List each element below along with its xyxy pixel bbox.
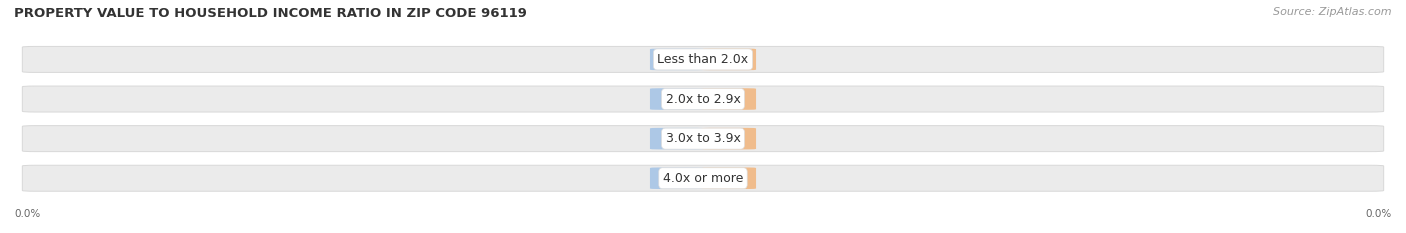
Text: 0.0%: 0.0%	[664, 94, 690, 104]
FancyBboxPatch shape	[650, 49, 704, 70]
Text: 0.0%: 0.0%	[716, 134, 742, 144]
Text: 2.0x to 2.9x: 2.0x to 2.9x	[665, 93, 741, 106]
Text: 0.0%: 0.0%	[716, 173, 742, 183]
Text: PROPERTY VALUE TO HOUSEHOLD INCOME RATIO IN ZIP CODE 96119: PROPERTY VALUE TO HOUSEHOLD INCOME RATIO…	[14, 7, 527, 20]
Text: Less than 2.0x: Less than 2.0x	[658, 53, 748, 66]
Text: 0.0%: 0.0%	[14, 209, 41, 219]
FancyBboxPatch shape	[650, 168, 704, 189]
FancyBboxPatch shape	[22, 126, 1384, 152]
Text: 0.0%: 0.0%	[664, 134, 690, 144]
FancyBboxPatch shape	[650, 88, 704, 110]
Text: 0.0%: 0.0%	[1365, 209, 1392, 219]
Text: 0.0%: 0.0%	[664, 55, 690, 64]
Text: 3.0x to 3.9x: 3.0x to 3.9x	[665, 132, 741, 145]
Text: 0.0%: 0.0%	[716, 55, 742, 64]
Text: 4.0x or more: 4.0x or more	[662, 172, 744, 185]
FancyBboxPatch shape	[22, 46, 1384, 72]
Text: 0.0%: 0.0%	[664, 173, 690, 183]
FancyBboxPatch shape	[22, 165, 1384, 191]
FancyBboxPatch shape	[650, 128, 704, 149]
FancyBboxPatch shape	[22, 86, 1384, 112]
FancyBboxPatch shape	[702, 88, 756, 110]
FancyBboxPatch shape	[702, 128, 756, 149]
Text: Source: ZipAtlas.com: Source: ZipAtlas.com	[1274, 7, 1392, 17]
Text: 0.0%: 0.0%	[716, 94, 742, 104]
FancyBboxPatch shape	[702, 49, 756, 70]
FancyBboxPatch shape	[702, 168, 756, 189]
